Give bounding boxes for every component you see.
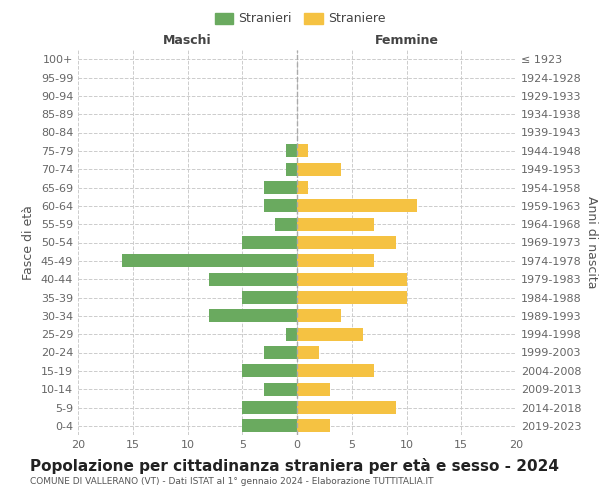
Bar: [297, 162, 341, 176]
Bar: [264, 346, 297, 359]
Bar: [297, 236, 395, 249]
Text: Maschi: Maschi: [163, 34, 212, 48]
Bar: [297, 199, 418, 212]
Bar: [297, 272, 407, 286]
Text: Femmine: Femmine: [374, 34, 439, 48]
Bar: [286, 328, 297, 341]
Bar: [297, 328, 362, 341]
Bar: [297, 309, 341, 322]
Bar: [297, 382, 330, 396]
Bar: [297, 364, 374, 378]
Bar: [297, 401, 395, 414]
Bar: [209, 309, 297, 322]
Bar: [242, 291, 297, 304]
Bar: [242, 401, 297, 414]
Y-axis label: Anni di nascita: Anni di nascita: [585, 196, 598, 289]
Bar: [264, 181, 297, 194]
Bar: [264, 382, 297, 396]
Bar: [275, 218, 297, 231]
Bar: [297, 144, 308, 158]
Y-axis label: Fasce di età: Fasce di età: [22, 205, 35, 280]
Bar: [297, 218, 374, 231]
Bar: [297, 419, 330, 432]
Text: COMUNE DI VALLERANO (VT) - Dati ISTAT al 1° gennaio 2024 - Elaborazione TUTTITAL: COMUNE DI VALLERANO (VT) - Dati ISTAT al…: [30, 478, 433, 486]
Bar: [297, 254, 374, 268]
Bar: [286, 162, 297, 176]
Bar: [286, 144, 297, 158]
Legend: Stranieri, Straniere: Stranieri, Straniere: [211, 8, 389, 29]
Bar: [122, 254, 297, 268]
Bar: [209, 272, 297, 286]
Bar: [297, 291, 407, 304]
Bar: [242, 419, 297, 432]
Bar: [297, 181, 308, 194]
Bar: [242, 364, 297, 378]
Bar: [297, 346, 319, 359]
Bar: [264, 199, 297, 212]
Bar: [242, 236, 297, 249]
Text: Popolazione per cittadinanza straniera per età e sesso - 2024: Popolazione per cittadinanza straniera p…: [30, 458, 559, 473]
